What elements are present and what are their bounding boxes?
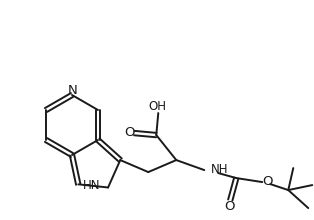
Text: O: O <box>124 126 134 139</box>
Text: NH: NH <box>211 163 229 176</box>
Text: OH: OH <box>148 100 166 113</box>
Text: N: N <box>68 84 78 97</box>
Text: O: O <box>224 200 235 213</box>
Text: HN: HN <box>83 179 100 192</box>
Text: O: O <box>262 175 273 188</box>
